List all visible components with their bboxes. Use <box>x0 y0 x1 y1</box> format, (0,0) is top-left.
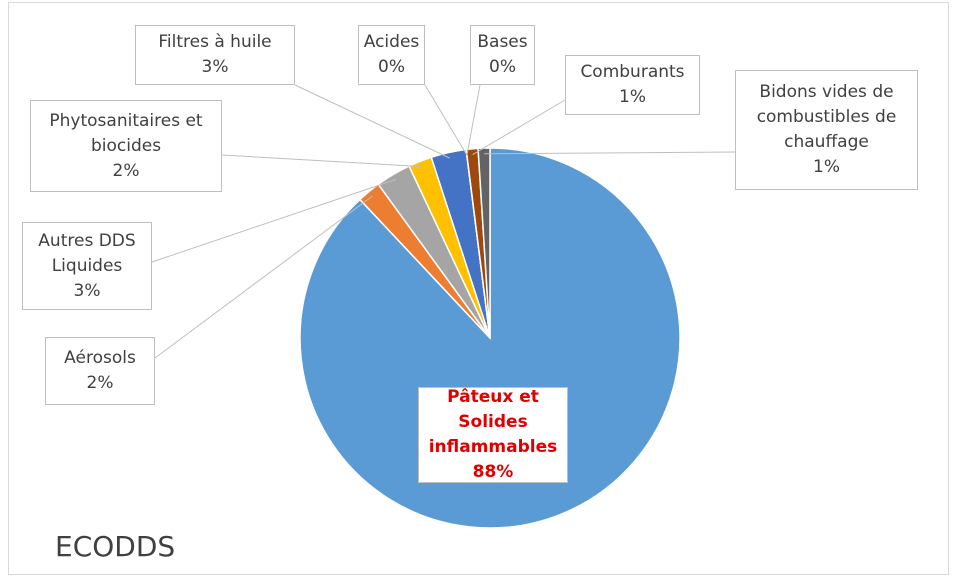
data-label: Autres DDS Liquides 3% <box>22 222 152 310</box>
data-label: Phytosanitaires et biocides 2% <box>30 100 222 192</box>
leader-line <box>151 178 397 263</box>
label-name: Bidons vides de combustibles de chauffag… <box>756 82 897 152</box>
label-value: 0% <box>378 57 405 77</box>
data-label: Comburants 1% <box>565 55 700 115</box>
leader-line <box>154 195 373 359</box>
data-label: Aérosols 2% <box>45 337 155 405</box>
data-label: Bases 0% <box>470 25 535 85</box>
label-value: 3% <box>73 280 101 301</box>
label-value: 1% <box>619 87 646 107</box>
data-label: Filtres à huile 3% <box>135 25 295 85</box>
leader-line <box>294 84 451 159</box>
label-name: Aérosols <box>64 348 136 368</box>
leader-line <box>466 84 481 156</box>
label-name: Bases <box>477 32 528 52</box>
leader-line <box>221 154 423 168</box>
label-name: Acides <box>363 32 420 52</box>
label-name: Comburants <box>580 62 685 82</box>
label-value: 1% <box>813 157 840 177</box>
data-label: Pâteux et Solides inflammables 88% <box>418 387 568 483</box>
chart-title: ECODDS <box>55 530 176 563</box>
label-value: 2% <box>112 160 140 181</box>
leader-line <box>484 151 736 155</box>
label-value: 2% <box>86 373 114 393</box>
chart-frame <box>8 2 949 575</box>
data-label: Bidons vides de combustibles de chauffag… <box>735 70 918 190</box>
label-value: 3% <box>201 57 229 77</box>
label-value: 0% <box>489 57 516 77</box>
leader-line <box>424 84 468 156</box>
label-name: Autres DDS Liquides <box>38 230 136 276</box>
data-label: Acides 0% <box>358 25 425 85</box>
label-name: Pâteux et Solides inflammables <box>428 387 558 457</box>
label-name: Filtres à huile <box>158 32 272 52</box>
label-value: 88% <box>472 462 514 482</box>
leader-line <box>472 99 566 155</box>
label-name: Phytosanitaires et biocides <box>49 110 203 156</box>
